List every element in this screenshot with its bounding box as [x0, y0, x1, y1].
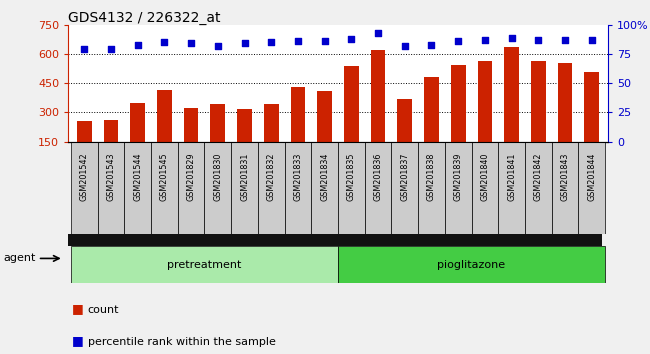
Text: GSM201841: GSM201841 — [507, 153, 516, 201]
Text: GSM201835: GSM201835 — [347, 153, 356, 201]
Text: GSM201830: GSM201830 — [213, 153, 222, 201]
Bar — [478, 61, 492, 142]
Text: GSM201839: GSM201839 — [454, 153, 463, 201]
Point — [239, 41, 250, 46]
Point — [373, 30, 384, 36]
Bar — [397, 99, 412, 142]
Point — [346, 36, 357, 42]
Point — [453, 38, 463, 44]
Bar — [504, 47, 519, 142]
Text: GSM201829: GSM201829 — [187, 153, 196, 201]
Point — [426, 42, 437, 47]
Bar — [578, 142, 605, 234]
Bar — [531, 61, 545, 142]
Point — [560, 37, 570, 43]
Bar — [338, 246, 605, 283]
Text: agent: agent — [3, 253, 36, 263]
Bar — [317, 91, 332, 142]
Bar — [258, 142, 285, 234]
Bar — [151, 142, 177, 234]
Point — [213, 43, 223, 48]
Bar — [71, 142, 97, 234]
Bar — [525, 142, 552, 234]
Text: GSM201831: GSM201831 — [240, 153, 249, 201]
Bar — [471, 142, 499, 234]
Bar — [344, 65, 359, 142]
Text: GSM201545: GSM201545 — [160, 153, 169, 201]
Point — [159, 40, 170, 45]
Text: GSM201834: GSM201834 — [320, 153, 329, 201]
Point — [133, 42, 143, 47]
Text: GSM201544: GSM201544 — [133, 153, 142, 201]
Bar — [68, 234, 603, 246]
Text: GSM201836: GSM201836 — [374, 153, 383, 201]
Bar — [338, 142, 365, 234]
Point — [79, 46, 90, 52]
Bar — [237, 109, 252, 142]
Point — [480, 37, 490, 43]
Bar — [205, 142, 231, 234]
Bar — [424, 78, 439, 142]
Point — [319, 38, 330, 44]
Text: GSM201833: GSM201833 — [293, 153, 302, 201]
Text: ■: ■ — [72, 334, 83, 347]
Text: GSM201838: GSM201838 — [427, 153, 436, 201]
Bar — [311, 142, 338, 234]
Bar — [184, 108, 198, 142]
Bar — [552, 142, 578, 234]
Bar — [71, 246, 338, 283]
Text: GSM201542: GSM201542 — [80, 153, 89, 201]
Bar — [370, 50, 385, 142]
Bar — [451, 65, 465, 142]
Text: count: count — [88, 305, 119, 315]
Point — [292, 38, 303, 44]
Bar — [77, 121, 92, 142]
Text: GSM201840: GSM201840 — [480, 153, 489, 201]
Text: GDS4132 / 226322_at: GDS4132 / 226322_at — [68, 11, 221, 25]
Bar — [103, 120, 118, 142]
Bar — [264, 104, 279, 142]
Text: GSM201844: GSM201844 — [587, 153, 596, 201]
Bar — [418, 142, 445, 234]
Bar — [285, 142, 311, 234]
Point — [400, 43, 410, 48]
Bar — [558, 63, 573, 142]
Bar — [131, 103, 145, 142]
Point — [266, 40, 276, 45]
Text: GSM201837: GSM201837 — [400, 153, 410, 201]
Text: GSM201832: GSM201832 — [266, 153, 276, 201]
Point — [586, 37, 597, 43]
Bar — [177, 142, 205, 234]
Bar — [157, 90, 172, 142]
Bar — [365, 142, 391, 234]
Bar — [211, 104, 225, 142]
Bar — [124, 142, 151, 234]
Text: GSM201543: GSM201543 — [107, 153, 116, 201]
Bar — [231, 142, 258, 234]
Bar — [391, 142, 418, 234]
Bar — [98, 142, 124, 234]
Text: pioglitazone: pioglitazone — [437, 260, 506, 270]
Point — [186, 41, 196, 46]
Bar — [445, 142, 471, 234]
Text: percentile rank within the sample: percentile rank within the sample — [88, 337, 276, 347]
Point — [506, 35, 517, 40]
Text: pretreatment: pretreatment — [167, 260, 242, 270]
Bar — [291, 87, 306, 142]
Text: ■: ■ — [72, 302, 83, 315]
Point — [533, 37, 543, 43]
Bar — [584, 72, 599, 142]
Text: GSM201843: GSM201843 — [560, 153, 569, 201]
Bar — [499, 142, 525, 234]
Text: GSM201842: GSM201842 — [534, 153, 543, 201]
Point — [106, 46, 116, 52]
